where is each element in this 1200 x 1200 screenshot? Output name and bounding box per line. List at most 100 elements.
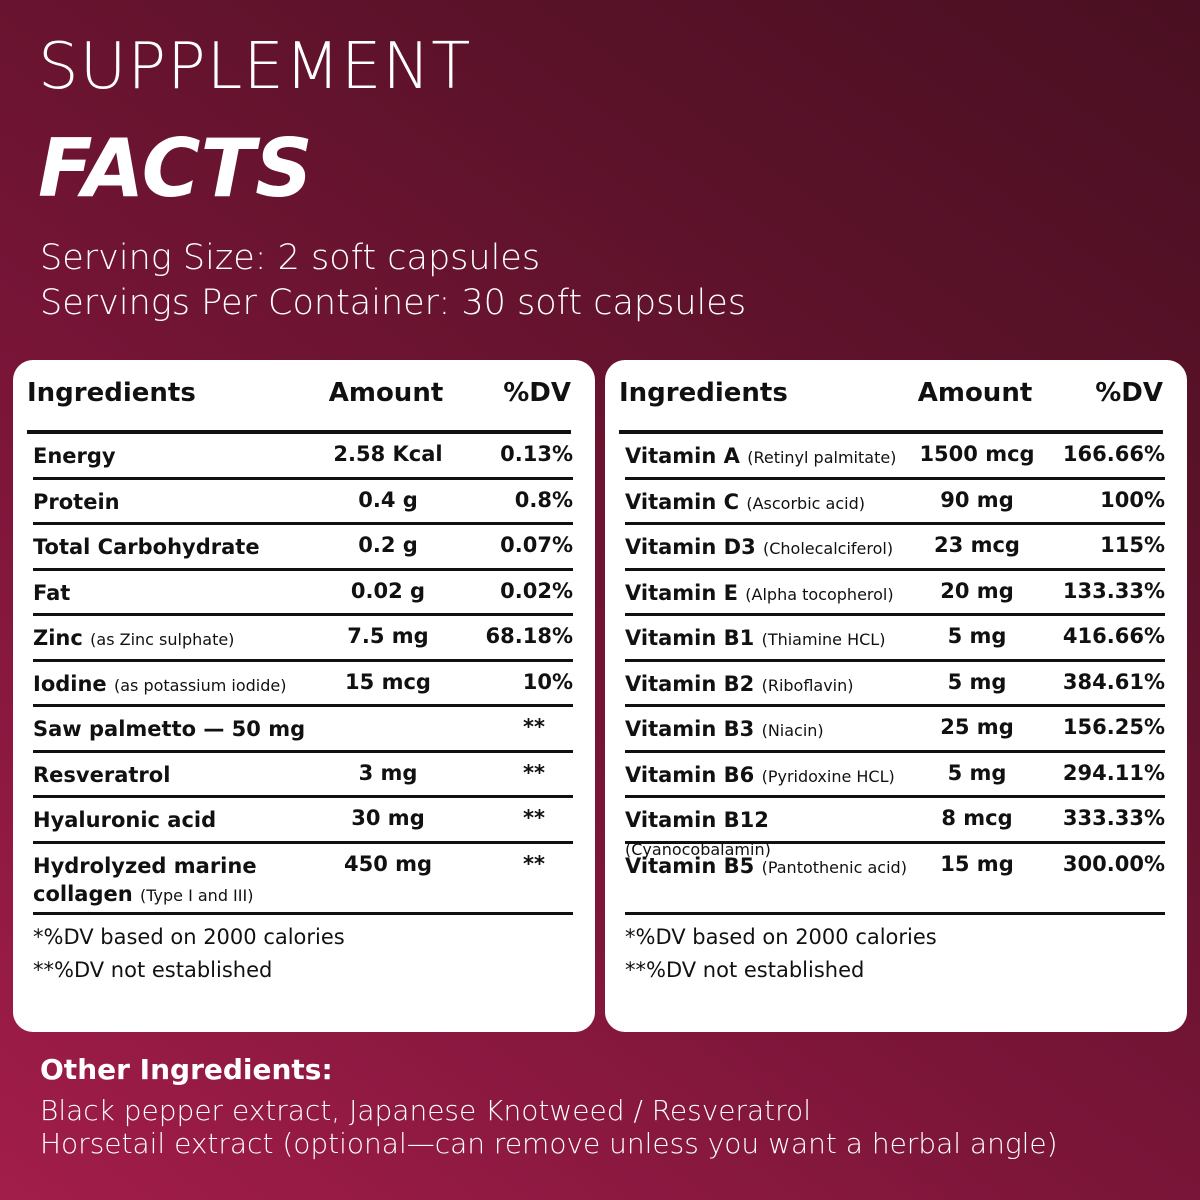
amount: 8 mcg [941, 806, 1013, 830]
daily-value: 0.13% [500, 442, 573, 466]
column-header: %DV [503, 378, 571, 408]
daily-value: ** [523, 760, 545, 785]
amount: 30 mg [351, 806, 425, 830]
column-header: Ingredients [27, 378, 196, 408]
daily-value: 0.02% [500, 578, 573, 603]
amount: 3 mg [358, 760, 418, 785]
table-row: Energy 2.58 Kcal 0.13% [33, 434, 573, 480]
daily-value: 333.33% [1062, 806, 1165, 830]
ingredient: Vitamin B1 [625, 626, 755, 650]
amount: 5 mg [947, 624, 1007, 648]
table-row: Vitamin B3 (Niacin) 25 mg 156.25% [625, 707, 1165, 753]
ingredient: Protein [33, 489, 120, 514]
table-header: Ingredients Amount %DV [619, 376, 1163, 434]
table-row: Saw palmetto — 50 mg ** [33, 707, 573, 753]
amount: 90 mg [940, 487, 1014, 512]
daily-value: 300.00% [1062, 851, 1165, 876]
column-header: %DV [1095, 378, 1163, 408]
table-rows: Vitamin A (Retinyl palmitate) 1500 mcg 166… [625, 434, 1165, 915]
column-header: Amount [328, 378, 444, 408]
other-line: Black pepper extract, Japanese Knotweed … [40, 1094, 811, 1127]
ingredient-name: Fat [33, 579, 323, 607]
table-row: Vitamin B12 (Cyanocobalamin) 8 mcg 333.33% [625, 798, 1165, 859]
table-row: Zinc (as Zinc sulphate) 7.5 mg 68.18% [33, 616, 573, 662]
amount: 5 mg [947, 669, 1007, 694]
daily-value: 166.66% [1062, 442, 1165, 466]
amount: 15 mcg [345, 669, 431, 694]
ingredient: Saw palmetto — 50 mg [33, 717, 306, 741]
other-heading: Other Ingredients: [40, 1053, 333, 1086]
ingredient-name: Vitamin B2 (Riboflavin) [625, 670, 915, 700]
amount: 1500 mcg [919, 442, 1035, 466]
table-rows: Energy 2.58 Kcal 0.13% Protein 0.4 g 0.8% Tota… [33, 434, 573, 915]
amount: 7.5 mg [347, 624, 429, 648]
ingredient-note: (Niacin) [761, 721, 824, 740]
ingredient-name: Iodine (as potassium iodide) [33, 670, 323, 700]
ingredient: Vitamin B5 [625, 853, 755, 878]
ingredient-note: (as potassium iodide) [113, 675, 287, 695]
table-row: Hydrolyzed marine collagen (Type I and I… [33, 844, 573, 915]
daily-value: ** [523, 806, 545, 830]
title: SUPPLEMENT [38, 30, 472, 104]
ingredient-name: Vitamin B5 (Pantothenic acid) [625, 852, 915, 882]
amount: 0.4 g [358, 487, 418, 512]
daily-value: ** [523, 851, 545, 876]
ingredient-note: (Cholecalciferol) [763, 539, 894, 558]
table-row: Vitamin B5 (Pantothenic acid) 15 mg 300.00… [625, 844, 1165, 915]
ingredient-name: Protein [33, 488, 323, 516]
ingredient-note: (Riboflavin) [761, 675, 854, 695]
ingredient-name: Hydrolyzed marine collagen (Type I and I… [33, 852, 323, 910]
ingredient: Resveratrol [33, 762, 171, 787]
daily-value: 156.25% [1062, 715, 1165, 739]
table-row: Fat 0.02 g 0.02% [33, 571, 573, 616]
daily-value: 100% [1100, 487, 1165, 512]
ingredient-name: Zinc (as Zinc sulphate) [33, 624, 323, 654]
table-header: Ingredients Amount %DV [27, 376, 571, 434]
ingredient-name: Total Carbohydrate [33, 533, 323, 561]
ingredient-name: Saw palmetto — 50 mg [33, 715, 323, 743]
footnote: **%DV not established [33, 958, 273, 982]
table-row: Vitamin D3 (Cholecalciferol) 23 mcg 115% [625, 525, 1165, 571]
amount: 15 mg [940, 851, 1014, 876]
ingredient: Vitamin B3 [625, 717, 755, 741]
ingredient-note: (as Zinc sulphate) [90, 630, 235, 649]
daily-value: 416.66% [1062, 624, 1165, 648]
ingredient: Vitamin B2 [625, 671, 755, 696]
ingredient-name: Energy [33, 442, 323, 470]
ingredient: Vitamin B6 [625, 762, 755, 787]
amount: 2.58 Kcal [333, 442, 443, 466]
ingredient: Hydrolyzed marine collagen [33, 853, 257, 906]
table-card: Ingredients Amount %DV Energy 2.58 Kcal 0.13%… [13, 360, 595, 1032]
amount: 450 mg [343, 851, 433, 876]
table-row: Resveratrol 3 mg ** [33, 753, 573, 798]
ingredient-name: Vitamin A (Retinyl palmitate) [625, 442, 915, 472]
amount: 20 mg [940, 578, 1014, 603]
daily-value: 10% [522, 669, 573, 694]
ingredient-note: (Alpha tocopherol) [745, 584, 894, 604]
ingredient: Vitamin A [625, 444, 740, 468]
ingredient-name: Vitamin B1 (Thiamine HCL) [625, 624, 915, 654]
table-row: Protein 0.4 g 0.8% [33, 480, 573, 525]
ingredient-name: Vitamin D3 (Cholecalciferol) [625, 533, 915, 563]
amount: 0.02 g [350, 578, 426, 603]
ingredient: Total Carbohydrate [33, 535, 260, 559]
ingredient-name: Vitamin B3 (Niacin) [625, 715, 915, 745]
ingredient-note: (Pantothenic acid) [761, 857, 907, 877]
daily-value: 133.33% [1062, 578, 1165, 603]
daily-value: 68.18% [485, 624, 573, 648]
table-row: Iodine (as potassium iodide) 15 mcg 10% [33, 662, 573, 707]
ingredient-name: Vitamin C (Ascorbic acid) [625, 488, 915, 518]
ingredient-name: Vitamin E (Alpha tocopherol) [625, 579, 915, 609]
daily-value: 384.61% [1062, 669, 1165, 694]
footnote: *%DV based on 2000 calories [625, 925, 937, 949]
amount: 23 mcg [934, 533, 1020, 557]
ingredient-name: Hyaluronic acid [33, 806, 323, 834]
table-row: Vitamin E (Alpha tocopherol) 20 mg 133.33% [625, 571, 1165, 616]
other-line: Horsetail extract (optional—can remove u… [40, 1127, 1058, 1160]
daily-value: 115% [1100, 533, 1165, 557]
ingredient-note: (Pyridoxine HCL) [761, 766, 895, 786]
daily-value: ** [523, 715, 545, 739]
ingredient-note: (Ascorbic acid) [746, 493, 865, 513]
